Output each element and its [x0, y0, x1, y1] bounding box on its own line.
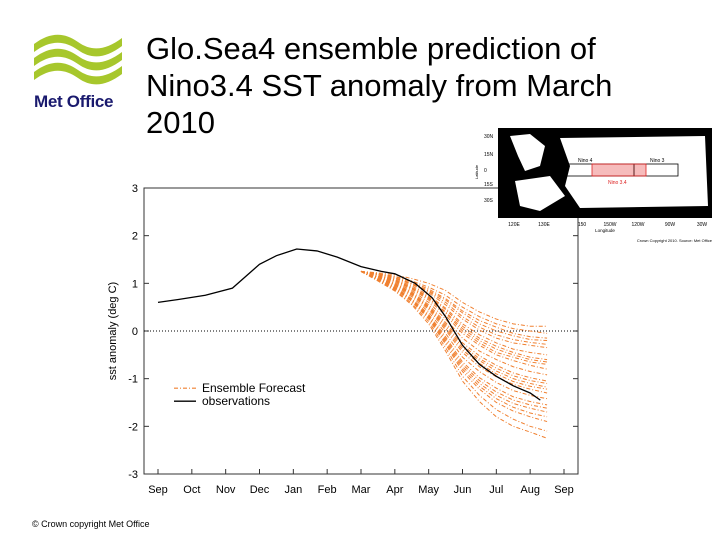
y-tick-label: -2 [128, 421, 138, 433]
logo-text: Met Office [34, 92, 114, 111]
ensemble-member-line [360, 270, 548, 382]
map-credit: Crown Copyright 2010. Source: Met Office [637, 238, 713, 243]
ensemble-member-line [360, 270, 548, 342]
ensemble-member-line [360, 270, 548, 345]
y-tick-label: 2 [132, 231, 138, 243]
ensemble-member-line [360, 270, 548, 388]
nino34-box [591, 163, 647, 177]
ensemble-member-line [360, 270, 548, 390]
page-title: Glo.Sea4 ensemble prediction of Nino3.4 … [146, 31, 613, 140]
copyright-footer: © Crown copyright Met Office [32, 519, 150, 529]
met-office-logo: Met Office [30, 30, 126, 120]
ensemble-member-line [360, 270, 548, 400]
ensemble-member-line [360, 270, 548, 365]
observations-line [157, 248, 541, 401]
map-lon-label: 150 [578, 222, 587, 228]
y-tick-label: 0 [132, 326, 138, 338]
map-lon-label: 30W [697, 222, 708, 228]
map-lon-label: 150W [603, 222, 616, 228]
ensemble-member-line [360, 270, 548, 406]
map-ocean-patch [510, 134, 545, 171]
y-tick-label: -3 [128, 469, 138, 481]
y-axis-label: sst anomaly (deg C) [107, 282, 119, 380]
x-tick-label: Apr [386, 484, 403, 496]
ensemble-member-line [360, 270, 548, 363]
x-tick-label: Jun [454, 484, 472, 496]
nino3-box [633, 163, 679, 177]
map-lon-label: 130E [538, 222, 550, 228]
ensemble-member-line [360, 270, 548, 376]
y-tick-label: 3 [132, 183, 138, 195]
x-tick-label: May [418, 484, 439, 496]
ensemble-member-line [360, 270, 548, 423]
ensemble-member-line [360, 270, 548, 384]
x-tick-label: Oct [183, 484, 200, 496]
sst-anomaly-chart: 3 2 1 0 -1 -2 -3 Sep Oct Nov Dec Jan Feb Mar Apr May Jun… [107, 183, 579, 496]
x-tick-label: Sep [148, 484, 168, 496]
map-y-label: Latitude [474, 164, 479, 179]
logo-waves-icon [34, 34, 122, 85]
legend-observations-label: observations [202, 394, 270, 408]
map-lon-label: 120W [631, 222, 644, 228]
ensemble-member-line [360, 270, 548, 356]
map-ocean-patch [515, 176, 565, 211]
x-tick-label: Aug [520, 484, 540, 496]
map-lon-label: 120E [508, 222, 520, 228]
x-tick-label: Jul [489, 484, 503, 496]
ensemble-member-line [360, 270, 548, 439]
map-lat-label: 15S [484, 182, 494, 188]
x-tick-label: Mar [352, 484, 371, 496]
map-region-label-nino3: Nino 3 [650, 158, 665, 164]
y-tick-label: -1 [128, 374, 138, 386]
x-tick-label: Feb [318, 484, 337, 496]
map-lat-label: 15N [484, 152, 494, 158]
ensemble-member-line [360, 270, 548, 413]
x-tick-label: Nov [216, 484, 236, 496]
y-tick-label: 1 [132, 278, 138, 290]
map-lat-label: 30S [484, 198, 494, 204]
x-tick-label: Sep [554, 484, 574, 496]
map-region-label-nino34: Nino 3.4 [608, 180, 627, 186]
x-tick-label: Dec [250, 484, 270, 496]
ensemble-member-line [360, 270, 548, 361]
map-lat-label: 0 [484, 168, 487, 174]
ensemble-member-line [360, 270, 548, 370]
map-lon-label: 90W [665, 222, 676, 228]
ensemble-member-line [360, 270, 548, 432]
map-x-label: Longitude [595, 228, 615, 233]
x-tick-label: Jan [284, 484, 302, 496]
nino-regions-map: 30N 15N 0 15S 30S 120E 130E 150 150W 120W 90W 30W La… [474, 128, 713, 243]
map-region-label-nino4: Nino 4 [578, 158, 593, 164]
legend-forecast-label: Ensemble Forecast [202, 381, 306, 395]
ensemble-member-line [360, 270, 548, 339]
map-lat-label: 30N [484, 134, 494, 140]
ensemble-member-line [360, 270, 548, 418]
ensemble-member-line [360, 270, 548, 349]
